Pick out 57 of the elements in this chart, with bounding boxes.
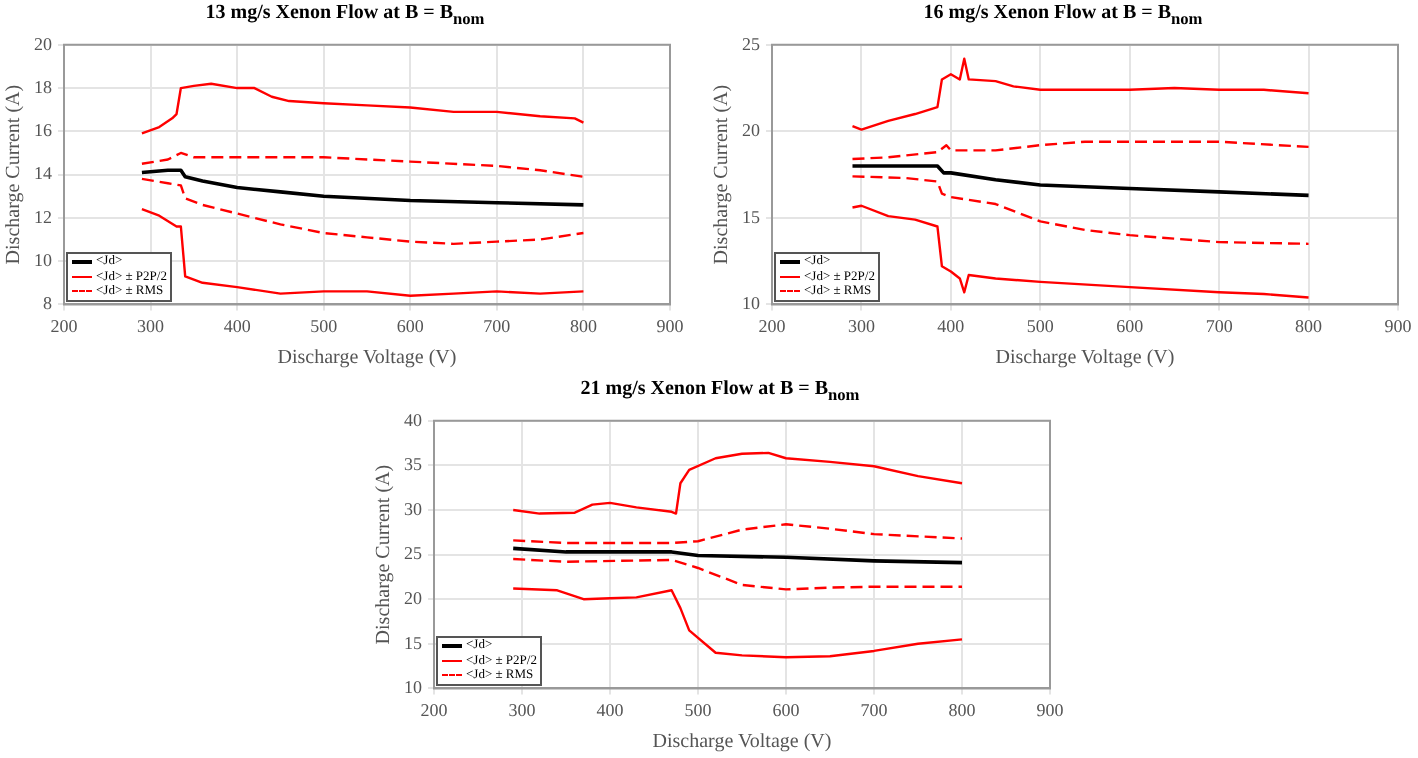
x-tick-label: 500 [1026, 315, 1055, 336]
x-tick-label: 900 [656, 315, 685, 336]
x-tick-label: 200 [420, 699, 449, 720]
y-tick-label: 8 [43, 293, 53, 314]
x-tick-label: 300 [847, 315, 876, 336]
y-axis-title: Discharge Current (A) [3, 84, 26, 265]
x-axis-title: Discharge Voltage (V) [995, 347, 1175, 370]
y-tick-label: 12 [34, 206, 52, 227]
x-tick-label: 800 [1295, 315, 1324, 336]
y-tick-label: 20 [404, 587, 423, 608]
line-series [851, 140, 1310, 161]
y-tick-label: 10 [742, 293, 761, 314]
y-tick-label: 25 [742, 33, 761, 54]
x-tick-label: 300 [137, 315, 166, 336]
x-tick-label: 800 [569, 315, 598, 336]
y-tick-label: 25 [404, 543, 423, 564]
y-tick-label: 15 [404, 632, 423, 653]
y-tick-label: 20 [34, 33, 53, 54]
x-tick-label: 600 [772, 699, 801, 720]
x-tick-label: 600 [396, 315, 425, 336]
x-tick-label: 400 [223, 315, 252, 336]
y-tick-label: 16 [34, 120, 53, 141]
y-tick-label: 30 [404, 498, 423, 519]
x-tick-label: 700 [483, 315, 512, 336]
chart-title: 13 mg/s Xenon Flow at B = B$_{nom}$ [203, 0, 487, 28]
x-tick-label: 900 [1036, 699, 1065, 720]
y-tick-label: 15 [742, 206, 761, 227]
line-series [140, 151, 585, 178]
y-axis-title: Discharge Current (A) [711, 84, 734, 265]
y-tick-label: 14 [34, 163, 53, 184]
x-axis-title: Discharge Voltage (V) [277, 347, 457, 370]
y-tick-label: 18 [34, 76, 53, 97]
x-tick-label: 400 [596, 699, 625, 720]
y-tick-label: 10 [404, 677, 423, 698]
y-tick-label: 40 [404, 409, 423, 430]
x-tick-label: 200 [50, 315, 79, 336]
line-series [512, 557, 964, 591]
x-tick-label: 700 [1205, 315, 1234, 336]
chart-title: 21 mg/s Xenon Flow at B = B$_{nom}$ [578, 376, 862, 404]
x-axis-title: Discharge Voltage (V) [652, 731, 832, 754]
x-tick-label: 200 [758, 315, 787, 336]
x-tick-label: 400 [937, 315, 966, 336]
y-tick-label: 10 [34, 249, 53, 270]
x-tick-label: 700 [860, 699, 889, 720]
y-tick-label: 35 [404, 454, 423, 475]
x-tick-label: 300 [508, 699, 537, 720]
chart-title: 16 mg/s Xenon Flow at B = B$_{nom}$ [921, 0, 1205, 28]
x-tick-label: 500 [684, 699, 713, 720]
x-tick-label: 600 [1116, 315, 1145, 336]
line-series [851, 175, 1310, 246]
x-tick-label: 500 [310, 315, 339, 336]
line-series [140, 177, 585, 246]
line-series [512, 523, 964, 545]
y-axis-title: Discharge Current (A) [373, 464, 396, 645]
x-tick-label: 800 [948, 699, 977, 720]
y-tick-label: 20 [742, 120, 761, 141]
x-tick-label: 900 [1384, 315, 1413, 336]
